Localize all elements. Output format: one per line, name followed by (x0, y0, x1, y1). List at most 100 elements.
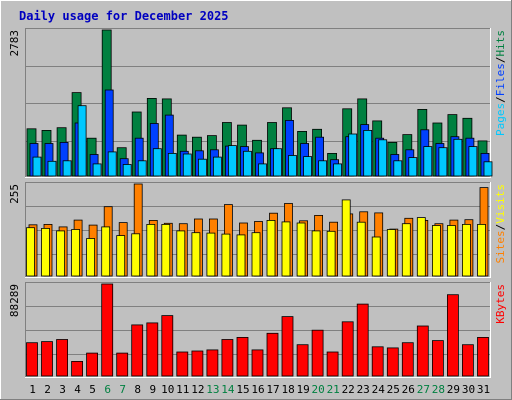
bar-kbytes (371, 346, 384, 377)
bar-visits (116, 235, 126, 277)
x-tick-label: 13 (206, 383, 219, 396)
legend-hits-files-pages: Pages/Files/Hits (494, 30, 507, 136)
bar-visits (131, 233, 141, 277)
x-tick-label: 29 (447, 383, 460, 396)
bar-visits (326, 230, 336, 277)
bar-visits (386, 229, 396, 277)
legend-kbytes: KBytes (494, 284, 507, 324)
x-tick-label: 9 (149, 383, 156, 396)
chart-title: Daily usage for December 2025 (19, 9, 229, 23)
x-tick-label: 8 (134, 383, 141, 396)
bar-pages (363, 129, 373, 177)
bar-pages (107, 151, 117, 177)
bar-visits (356, 221, 366, 277)
y-max-label: 255 (8, 184, 21, 204)
bar-visits (161, 223, 171, 277)
x-tick-label: 4 (74, 383, 81, 396)
bar-visits (56, 230, 65, 277)
y-max-label: 2783 (8, 30, 21, 57)
bar-pages (483, 161, 493, 177)
x-tick-label: 22 (342, 383, 355, 396)
bar-pages (77, 105, 87, 177)
x-tick-label: 11 (176, 383, 189, 396)
bar-visits (146, 223, 156, 277)
bar-visits (461, 223, 471, 277)
x-tick-label: 7 (119, 383, 126, 396)
bar-visits (401, 223, 411, 277)
legend-entry: KBytes (494, 284, 507, 324)
bar-pages (167, 152, 177, 177)
x-tick-label: 21 (327, 383, 340, 396)
x-tick-label: 1 (29, 383, 36, 396)
bar-pages (273, 148, 282, 177)
y-max-label: 88289 (8, 284, 21, 317)
x-tick-label: 16 (251, 383, 264, 396)
legend-entry: Pages (494, 103, 507, 136)
bar-kbytes (161, 315, 174, 377)
bar-kbytes (191, 350, 204, 377)
bar-kbytes (416, 325, 429, 377)
bar-kbytes (266, 332, 279, 377)
legend-entry: Hits (494, 30, 507, 57)
bar-visits (26, 227, 35, 277)
legend-entry: Sites (494, 230, 507, 263)
bar-pages (393, 160, 403, 177)
bar-visits (296, 222, 306, 277)
bar-visits (176, 230, 186, 277)
bar-kbytes (176, 351, 189, 377)
bar-pages (122, 164, 132, 177)
bar-visits (281, 221, 291, 277)
bar-visits (477, 223, 486, 277)
bar-pages (438, 147, 448, 177)
bar-kbytes (356, 303, 369, 377)
x-tick-label: 17 (266, 383, 279, 396)
x-tick-label: 30 (462, 383, 475, 396)
x-tick-label: 28 (432, 383, 445, 396)
x-tick-label: 20 (311, 383, 324, 396)
bar-visits (371, 236, 381, 277)
bar-visits (206, 232, 216, 277)
bar-visits (416, 217, 426, 277)
x-tick-label: 19 (296, 383, 309, 396)
bar-kbytes (236, 336, 249, 377)
x-tick-label: 3 (59, 383, 66, 396)
bar-kbytes (341, 321, 354, 377)
bar-pages (92, 163, 102, 177)
bar-kbytes (146, 322, 159, 377)
x-tick-label: 25 (387, 383, 400, 396)
bar-kbytes (221, 339, 234, 377)
bar-pages (243, 150, 252, 177)
bar-visits (236, 234, 246, 277)
bar-kbytes (71, 360, 83, 377)
bar-pages (318, 160, 328, 177)
bar-pages (288, 155, 297, 177)
bar-pages (182, 153, 192, 177)
bar-visits (101, 226, 111, 277)
x-axis-labels: 1 2 3 4 5 6 7 8 9 10 11 12 13 14 15 16 17 18 19 20 21 22 23 24 2… (29, 383, 490, 396)
bar-kbytes (477, 336, 489, 377)
bar-pages (197, 158, 207, 177)
bar-kbytes (431, 340, 444, 377)
bar-pages (303, 156, 313, 177)
bar-kbytes (446, 294, 459, 377)
bar-visits (431, 225, 441, 277)
bar-kbytes (281, 316, 294, 377)
legend-entry: Visits (494, 184, 507, 224)
bar-pages (348, 133, 358, 177)
x-tick-label: 18 (281, 383, 294, 396)
x-tick-label: 2 (44, 383, 51, 396)
bar-kbytes (326, 351, 339, 377)
bar-visits (71, 229, 80, 277)
bar-kbytes (311, 329, 324, 377)
bar-pages (32, 156, 42, 177)
bar-pages (212, 156, 222, 177)
x-tick-label: 5 (89, 383, 96, 396)
x-tick-label: 10 (161, 383, 174, 396)
bar-visits (221, 233, 231, 277)
bar-visits (86, 238, 95, 277)
bar-pages (333, 163, 343, 177)
x-tick-label: 23 (357, 383, 370, 396)
bar-visits (251, 232, 261, 277)
bar-pages (408, 157, 418, 177)
